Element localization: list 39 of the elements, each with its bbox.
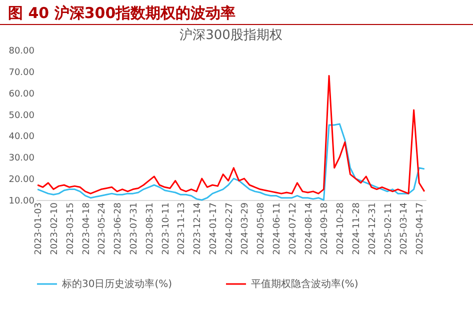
x-tick-label: 2023-11-13	[177, 202, 188, 255]
legend-label: 平值期权隐含波动率(%)	[251, 278, 358, 290]
x-tick-label: 2024-10-28	[336, 202, 346, 255]
x-tick-label: 2023-07-31	[129, 202, 140, 255]
y-tick-label: 10.00	[8, 196, 35, 206]
x-tick-label: 2024-02-27	[224, 202, 235, 255]
x-tick-label: 2023-04-18	[82, 202, 92, 255]
chart-title: 图 40 沪深300指数期权的波动率	[0, 0, 473, 25]
x-tick-label: 2024-05-08	[256, 202, 267, 255]
y-tick-label: 70.00	[8, 68, 35, 78]
chart-subtitle: 沪深300股指期权	[180, 27, 282, 43]
line-series	[36, 74, 426, 194]
x-tick-label: 2024-12-31	[368, 202, 378, 255]
x-tick-label: 2025-03-14	[400, 202, 410, 255]
y-tick-label: 50.00	[8, 110, 35, 121]
x-tick-label: 2023-08-31	[145, 202, 156, 255]
x-tick-label: 2023-05-24	[98, 202, 108, 255]
x-tick-label: 2023-03-15	[66, 202, 76, 255]
legend-label: 标的30日历史波动率(%)	[61, 278, 172, 290]
x-tick-label: 2023-02-10	[50, 202, 60, 255]
y-tick-label: 30.00	[8, 154, 35, 164]
y-tick-label: 80.00	[8, 46, 35, 56]
x-tick-label: 2023-12-14	[193, 202, 204, 255]
x-tick-label: 2023-10-11	[161, 202, 172, 255]
x-tick-label: 2025-02-11	[384, 202, 394, 255]
x-tick-label: 2024-08-14	[304, 202, 314, 255]
x-tick-label: 2024-03-29	[240, 202, 251, 255]
x-tick-label: 2024-06-11	[272, 202, 283, 255]
x-tick-label: 2024-01-17	[208, 202, 219, 255]
y-tick-label: 60.00	[8, 89, 35, 100]
y-tick-label: 40.00	[8, 132, 35, 142]
x-tick-label: 2023-06-28	[114, 202, 124, 255]
x-tick-label: 2024-09-18	[320, 202, 330, 255]
line-series	[36, 123, 426, 201]
x-tick-label: 2025-04-17	[416, 202, 426, 255]
x-tick-label: 2023-01-03	[34, 202, 44, 255]
x-tick-label: 2024-07-12	[288, 202, 298, 255]
x-tick-label: 2024-11-28	[352, 202, 362, 255]
y-tick-label: 20.00	[8, 175, 35, 186]
